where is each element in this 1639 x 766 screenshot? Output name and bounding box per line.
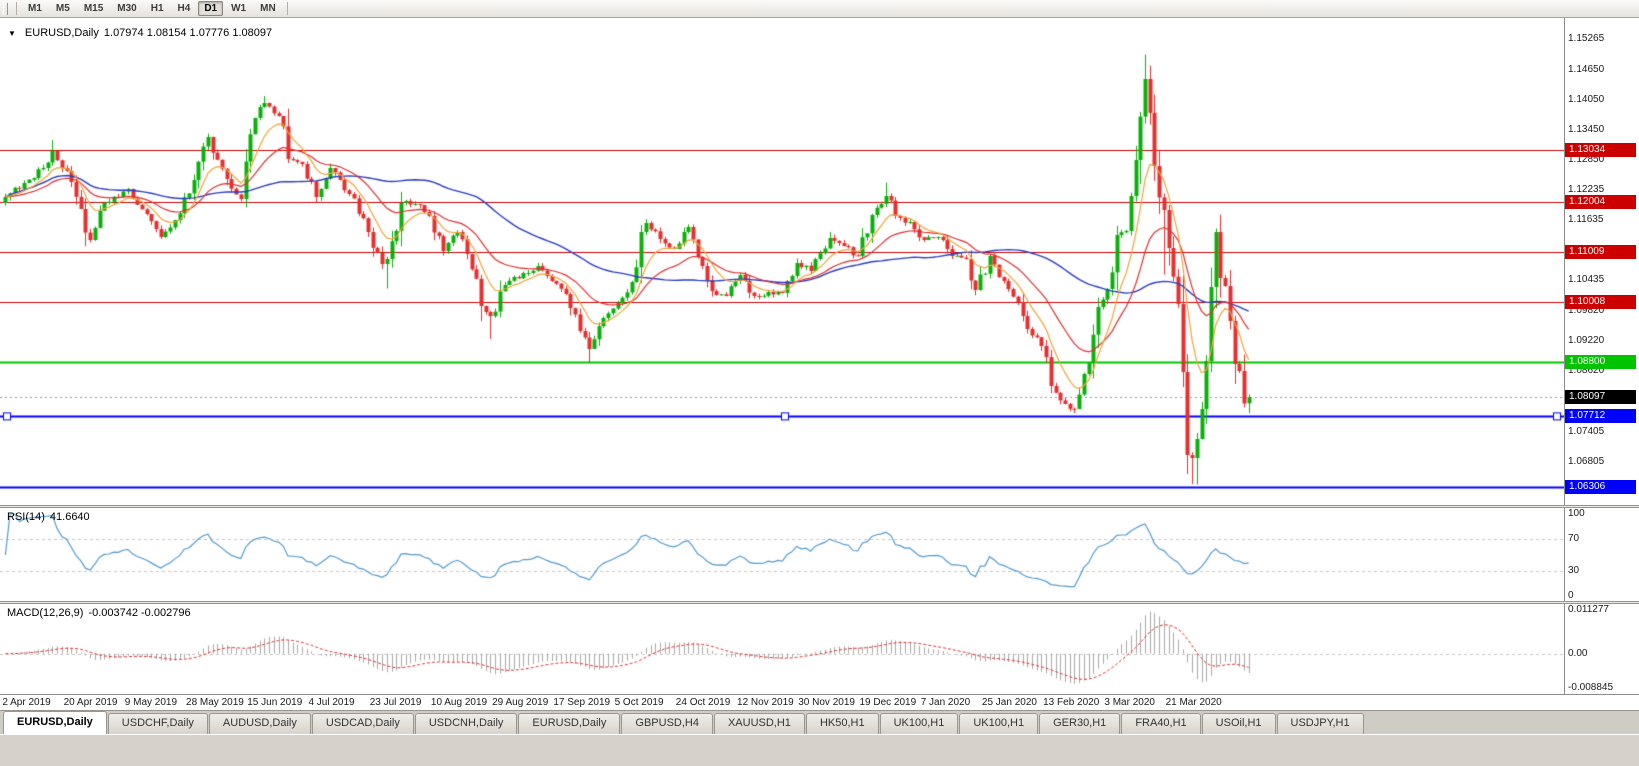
rsi-indicator-value: 41.6640 — [49, 511, 90, 523]
time-axis-label: 24 Oct 2019 — [675, 697, 731, 708]
level-price-badge: 1.07712 — [1565, 409, 1636, 424]
timeframe-button-h4[interactable]: H4 — [177, 3, 191, 14]
timeframe-button-m1[interactable]: M1 — [28, 3, 42, 14]
time-axis-label: 21 Mar 2020 — [1165, 697, 1222, 708]
time-axis-label: 7 Jan 2020 — [920, 697, 971, 708]
chart-tab-eurusd-daily[interactable]: EURUSD,Daily — [3, 711, 107, 734]
price-axis-tick: 1.06805 — [1568, 455, 1605, 467]
chart-tab-audusd-daily[interactable]: AUDUSD,Daily — [208, 713, 311, 734]
level-price-badge: 1.13034 — [1565, 143, 1636, 158]
toolbar-separator — [286, 2, 288, 15]
timeframe-buttons: M1 M5 M15 M30 H1 H4 D1 W1 MN — [21, 1, 283, 16]
time-axis-label: 12 Nov 2019 — [737, 697, 794, 708]
macd-label: MACD(12,26,9) -0.003742 -0.002796 — [7, 607, 191, 619]
chart-tab-usdjpy-h1[interactable]: USDJPY,H1 — [1276, 713, 1364, 734]
time-axis-label: 30 Nov 2019 — [798, 697, 855, 708]
chart-symbol-label: EURUSD,Daily — [24, 27, 99, 39]
price-axis-tick: 1.13450 — [1568, 123, 1605, 135]
rsi-axis-tick: 70 — [1568, 532, 1580, 544]
timeframe-button-m30[interactable]: M30 — [117, 3, 137, 14]
level-price-badge: 1.12004 — [1565, 194, 1636, 209]
macd-axis-tick: -0.008845 — [1568, 682, 1614, 693]
price-axis-tick: 1.12235 — [1568, 184, 1605, 196]
price-axis-tick: 1.09820 — [1568, 305, 1605, 316]
macd-axis-tick: 0.011277 — [1568, 604, 1609, 615]
rsi-label: RSI(14) 41.6640 — [7, 511, 90, 523]
timeframe-button-d1[interactable]: D1 — [198, 1, 224, 16]
time-axis-label: 20 Apr 2019 — [63, 697, 118, 708]
current-price-badge: 1.08097 — [1565, 390, 1636, 405]
symbol-dropdown-icon[interactable]: ▼ — [8, 29, 16, 38]
rsi-axis-tick: 30 — [1568, 565, 1580, 577]
time-axis-label: 17 Sep 2019 — [553, 697, 611, 708]
chart-tab-usdchf-daily[interactable]: USDCHF,Daily — [107, 713, 208, 734]
rsi-axis-tick: 0 — [1568, 590, 1574, 601]
level-price-badge: 1.06306 — [1565, 479, 1636, 494]
macd-indicator-value: -0.003742 -0.002796 — [88, 607, 191, 619]
price-axis-tick: 1.09220 — [1568, 335, 1605, 346]
time-axis-label: 28 May 2019 — [186, 697, 244, 708]
macd-axis-tick: 0.00 — [1568, 647, 1588, 659]
timeframe-toolbar: M1 M5 M15 M30 H1 H4 D1 W1 MN — [0, 0, 1639, 18]
timeframe-button-mn[interactable]: MN — [260, 3, 276, 14]
status-bar — [0, 734, 1639, 766]
time-axis-label: 9 May 2019 — [124, 697, 178, 708]
time-axis-label: 4 Jul 2019 — [308, 697, 355, 708]
rsi-pane-splitter[interactable] — [0, 505, 1639, 508]
rsi-indicator-name: RSI(14) — [7, 511, 45, 523]
price-axis-tick: 1.11635 — [1568, 214, 1604, 226]
chart-tab-hk50-h1[interactable]: HK50,H1 — [805, 713, 879, 734]
time-axis-label: 10 Aug 2019 — [430, 697, 488, 708]
timeframe-button-w1[interactable]: W1 — [231, 3, 247, 14]
chart-tab-uk100-h1[interactable]: UK100,H1 — [959, 713, 1039, 734]
timeframe-button-m15[interactable]: M15 — [83, 3, 104, 14]
price-axis-tick: 1.08620 — [1568, 365, 1605, 376]
macd-pane-splitter[interactable] — [0, 601, 1639, 604]
chart-window: ▼ EURUSD,Daily 1.07974 1.08154 1.07776 1.0… — [0, 18, 1639, 710]
level-price-badge: 1.08800 — [1565, 355, 1636, 369]
price-axis-tick: 1.14050 — [1568, 93, 1605, 105]
price-axis-tick: 1.07405 — [1568, 425, 1605, 437]
time-axis-label: 13 Feb 2020 — [1043, 697, 1100, 708]
chart-tab-gbpusd-h4[interactable]: GBPUSD,H4 — [621, 713, 713, 734]
chart-tab-usdcnh-daily[interactable]: USDCNH,Daily — [414, 713, 518, 734]
time-axis-label: 2 Apr 2019 — [2, 697, 51, 708]
price-axis-tick: 1.12850 — [1568, 153, 1605, 165]
time-axis-label: 29 Aug 2019 — [492, 697, 549, 708]
time-axis-label: 15 Jun 2019 — [247, 697, 303, 708]
chart-tab-bar: EURUSD,Daily USDCHF,Daily AUDUSD,Daily USDC… — [0, 710, 1639, 734]
rsi-axis-tick: 100 — [1568, 508, 1585, 519]
time-axis-label: 23 Jul 2019 — [369, 697, 422, 708]
price-axis-tick: 1.10435 — [1568, 274, 1605, 286]
chart-tab-xauusd-h1[interactable]: XAUUSD,H1 — [713, 713, 805, 734]
macd-indicator-name: MACD(12,26,9) — [7, 607, 84, 619]
time-axis-label: 19 Dec 2019 — [859, 697, 917, 708]
chart-ohlc-values: 1.07974 1.08154 1.07776 1.08097 — [103, 27, 273, 39]
chart-title: ▼ EURUSD,Daily 1.07974 1.08154 1.07776 1.0… — [8, 27, 272, 39]
toolbar-grip-handle[interactable] — [3, 2, 8, 15]
chart-tab-ger30-h1[interactable]: GER30,H1 — [1039, 713, 1121, 734]
time-axis[interactable]: 2 Apr 2019 20 Apr 2019 9 May 2019 28 May 20… — [0, 694, 1639, 710]
timeframe-button-m5[interactable]: M5 — [55, 3, 70, 14]
time-axis-label: 25 Jan 2020 — [981, 697, 1037, 708]
chart-tab-fra40-h1[interactable]: FRA40,H1 — [1121, 713, 1201, 734]
toolbar-separator — [16, 2, 17, 15]
price-axis-tick: 1.14650 — [1568, 63, 1605, 75]
time-axis-label: 5 Oct 2019 — [614, 697, 664, 708]
chart-tab-usdcad-daily[interactable]: USDCAD,Daily — [311, 713, 414, 734]
chart-tab-uk100-h1[interactable]: UK100,H1 — [879, 713, 959, 734]
time-axis-label: 3 Mar 2020 — [1104, 697, 1155, 708]
chart-tab-usoil-h1[interactable]: USOil,H1 — [1201, 713, 1276, 734]
level-price-badge: 1.11009 — [1565, 244, 1636, 259]
timeframe-button-h1[interactable]: H1 — [150, 3, 164, 14]
price-axis-separator — [1564, 18, 1565, 694]
chart-tab-eurusd-daily[interactable]: EURUSD,Daily — [518, 713, 621, 734]
chart-canvas[interactable] — [0, 18, 1564, 694]
price-axis-tick: 1.15265 — [1568, 32, 1605, 44]
level-price-badge: 1.10008 — [1565, 294, 1636, 309]
